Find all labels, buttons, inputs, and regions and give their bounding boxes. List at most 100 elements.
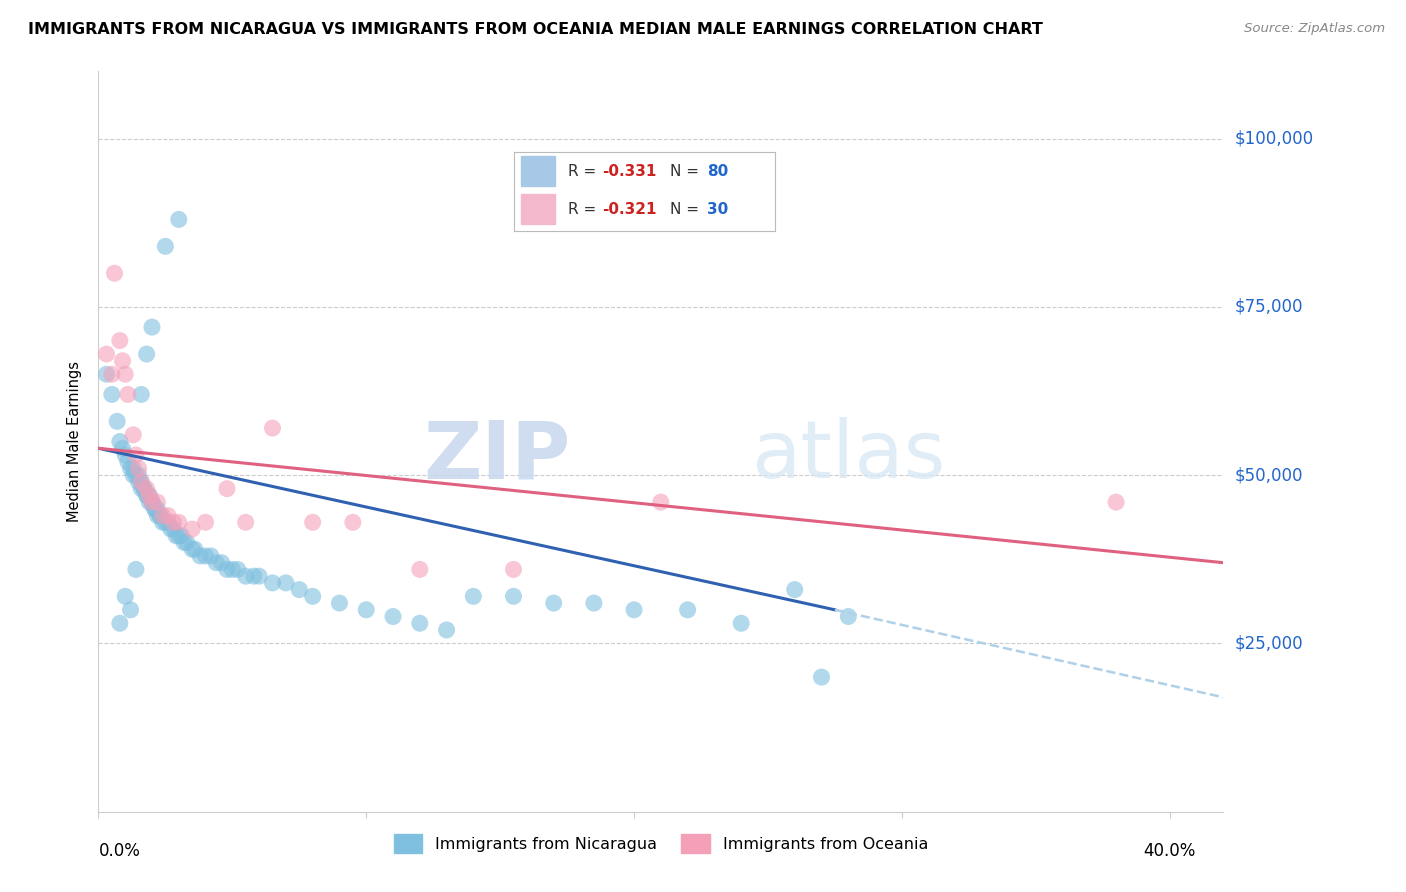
Point bbox=[143, 501, 166, 516]
Point bbox=[103, 266, 125, 280]
Point bbox=[262, 575, 284, 590]
Point bbox=[132, 482, 155, 496]
Point bbox=[128, 461, 150, 475]
Point bbox=[463, 590, 485, 604]
Point bbox=[152, 508, 174, 523]
Point bbox=[159, 522, 181, 536]
Point bbox=[135, 488, 157, 502]
Point bbox=[173, 535, 195, 549]
Point bbox=[301, 516, 323, 530]
Point bbox=[111, 353, 134, 368]
Point bbox=[676, 603, 699, 617]
Point bbox=[101, 387, 124, 401]
Point bbox=[105, 414, 128, 428]
Text: R =: R = bbox=[568, 202, 602, 217]
Point bbox=[242, 569, 264, 583]
Point bbox=[162, 516, 184, 530]
Point bbox=[146, 501, 169, 516]
Point bbox=[129, 475, 152, 489]
Bar bbox=[522, 194, 555, 225]
Text: -0.331: -0.331 bbox=[602, 164, 657, 179]
Point bbox=[502, 562, 524, 576]
Point bbox=[155, 239, 177, 253]
Point bbox=[167, 516, 190, 530]
Point bbox=[167, 529, 190, 543]
Point bbox=[247, 569, 270, 583]
Point bbox=[96, 368, 118, 382]
Point bbox=[143, 501, 166, 516]
Point bbox=[138, 488, 160, 502]
Legend: Immigrants from Nicaragua, Immigrants from Oceania: Immigrants from Nicaragua, Immigrants fr… bbox=[387, 828, 935, 859]
Point bbox=[96, 347, 118, 361]
Point bbox=[194, 549, 217, 563]
Text: $50,000: $50,000 bbox=[1234, 467, 1303, 484]
Point bbox=[149, 508, 172, 523]
Text: atlas: atlas bbox=[751, 417, 945, 495]
Point bbox=[194, 516, 217, 530]
Point bbox=[141, 320, 163, 334]
Point bbox=[146, 508, 169, 523]
Point bbox=[117, 455, 139, 469]
Point bbox=[101, 368, 124, 382]
Point bbox=[162, 522, 184, 536]
Point bbox=[114, 590, 136, 604]
Point bbox=[149, 508, 172, 523]
Point bbox=[114, 448, 136, 462]
Point bbox=[409, 616, 432, 631]
Point bbox=[409, 562, 432, 576]
Text: 80: 80 bbox=[707, 164, 728, 179]
Y-axis label: Median Male Earnings: Median Male Earnings bbox=[67, 361, 83, 522]
Point bbox=[382, 609, 405, 624]
Point bbox=[181, 522, 204, 536]
Point bbox=[205, 556, 228, 570]
Point bbox=[128, 468, 150, 483]
Point bbox=[117, 387, 139, 401]
Point bbox=[141, 495, 163, 509]
Point bbox=[730, 616, 752, 631]
Point bbox=[125, 448, 148, 462]
Point bbox=[122, 461, 145, 475]
Point bbox=[837, 609, 859, 624]
Text: Source: ZipAtlas.com: Source: ZipAtlas.com bbox=[1244, 22, 1385, 36]
Point bbox=[135, 488, 157, 502]
Text: R =: R = bbox=[568, 164, 602, 179]
Text: IMMIGRANTS FROM NICARAGUA VS IMMIGRANTS FROM OCEANIA MEDIAN MALE EARNINGS CORREL: IMMIGRANTS FROM NICARAGUA VS IMMIGRANTS … bbox=[28, 22, 1043, 37]
Point bbox=[176, 535, 198, 549]
Point bbox=[342, 516, 364, 530]
Point bbox=[111, 442, 134, 456]
Point bbox=[108, 434, 131, 449]
Point bbox=[200, 549, 222, 563]
Text: 40.0%: 40.0% bbox=[1143, 842, 1197, 860]
Point bbox=[120, 603, 142, 617]
Point bbox=[783, 582, 806, 597]
Text: $75,000: $75,000 bbox=[1234, 298, 1303, 316]
Point bbox=[235, 516, 257, 530]
Point bbox=[108, 334, 131, 348]
Text: N =: N = bbox=[671, 164, 704, 179]
Point bbox=[288, 582, 311, 597]
Point bbox=[165, 529, 187, 543]
Text: -0.321: -0.321 bbox=[602, 202, 657, 217]
Point bbox=[167, 212, 190, 227]
Point bbox=[135, 347, 157, 361]
Point bbox=[122, 468, 145, 483]
Point bbox=[135, 482, 157, 496]
Point bbox=[157, 508, 180, 523]
Text: ZIP: ZIP bbox=[423, 417, 571, 495]
Point bbox=[108, 616, 131, 631]
Point bbox=[114, 368, 136, 382]
Point bbox=[215, 482, 238, 496]
Point bbox=[1105, 495, 1128, 509]
Point bbox=[152, 516, 174, 530]
Point bbox=[128, 475, 150, 489]
Point bbox=[436, 623, 458, 637]
Point bbox=[129, 475, 152, 489]
Point bbox=[623, 603, 645, 617]
Text: N =: N = bbox=[671, 202, 704, 217]
Point bbox=[138, 488, 160, 502]
Point bbox=[170, 529, 193, 543]
Point bbox=[141, 495, 163, 509]
Point bbox=[184, 542, 207, 557]
Point bbox=[141, 495, 163, 509]
Point bbox=[138, 495, 160, 509]
